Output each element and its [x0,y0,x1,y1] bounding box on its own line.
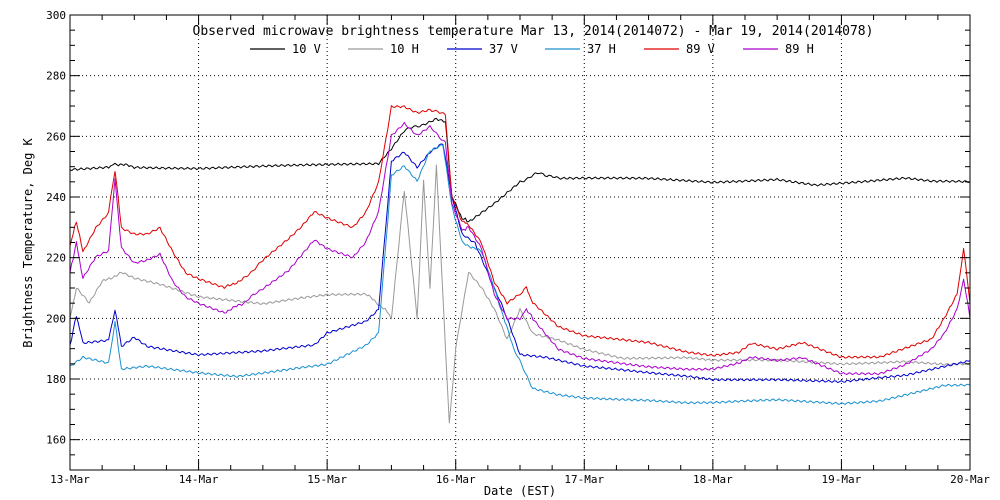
x-tick-label: 19-Mar [822,473,862,486]
y-tick-label: 240 [46,191,66,204]
series-lines [69,105,971,424]
y-tick-label: 160 [46,434,66,447]
x-tick-label: 15-Mar [307,473,347,486]
legend-label: 10 V [292,42,321,56]
legend-label: 89 H [785,42,814,56]
y-tick-label: 280 [46,70,66,83]
x-tick-label: 14-Mar [179,473,219,486]
y-tick-label: 260 [46,130,66,143]
series-line-37-h [69,144,971,405]
series-line-37-v [69,143,971,384]
y-tick-label: 180 [46,373,66,386]
y-axis-label: Brightness Temperature, Deg K [21,137,35,347]
x-tick-label: 20-Mar [950,473,990,486]
series-line-89-h [69,121,971,376]
y-tick-label: 220 [46,252,66,265]
legend: 10 V 10 H 37 V 37 H 89 V 89 H [250,42,814,56]
x-tick-label: 13-Mar [50,473,90,486]
x-tick-label: 16-Mar [436,473,476,486]
legend-label: 89 V [686,42,715,56]
axis-ticks: 160 180 200 220 240 260 280 300 13-Mar 14-Mar 15-M… [46,9,990,486]
x-tick-label: 17-Mar [564,473,604,486]
x-axis-label: Date (EST) [484,484,556,498]
y-tick-label: 300 [46,9,66,22]
x-tick-label: 18-Mar [693,473,733,486]
legend-label: 37 V [489,42,518,56]
y-tick-label: 200 [46,312,66,325]
series-line-10-h [69,164,971,424]
series-line-10-v [69,117,971,223]
legend-label: 37 H [587,42,616,56]
series-line-89-v [69,105,971,359]
chart-title: Observed microwave brightness temperatur… [193,24,874,39]
legend-label: 10 H [390,42,419,56]
